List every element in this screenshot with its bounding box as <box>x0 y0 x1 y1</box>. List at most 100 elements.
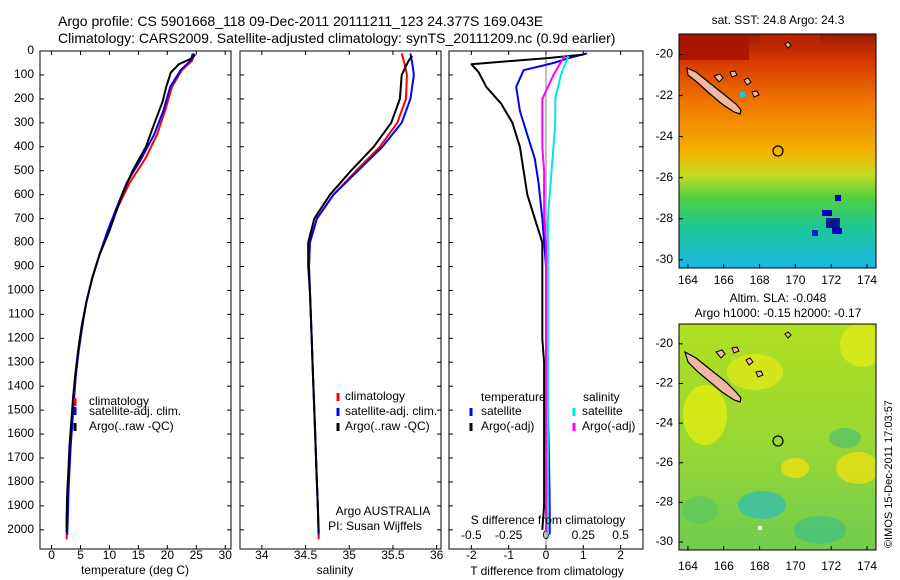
series-line-temperature-argo-adj- <box>470 53 584 530</box>
series-line-temperature-satellite <box>515 52 588 535</box>
sla-map-frame <box>678 323 877 551</box>
lon-tick-label: 174 <box>857 273 877 287</box>
lon-tick-label: 164 <box>678 273 698 287</box>
white-pixel <box>758 526 762 530</box>
temperature-x-axis-label: temperature (deg C) <box>81 563 189 577</box>
legend-label-sal-satellite: satellite <box>582 404 623 418</box>
sla-map: Altim. SLA: -0.048 Argo h1000: -0.15 h20… <box>656 291 878 573</box>
t-difference-x-axis-label: T difference from climatology <box>470 564 624 578</box>
y-tick-label: 200 <box>14 91 34 105</box>
warm-patch <box>760 34 820 50</box>
y-tick-label: 900 <box>14 259 34 273</box>
series-line-satellite-adj-clim- <box>66 53 194 535</box>
s-tick-label: -0.5 <box>461 528 482 542</box>
temperature-panel: 0 5 10 15 20 25 300100200300400500600700800900… <box>7 43 232 577</box>
figure-title-line1: Argo profile: CS 5901668_118 09-Dec-2011… <box>58 13 544 29</box>
s-difference-title: S difference from climatology <box>471 513 626 527</box>
legend-label-argo: Argo(..raw -QC) <box>345 419 430 433</box>
salinity-legend: climatology satellite-adj. clim. Argo(..… <box>336 389 437 433</box>
cold-pixel <box>822 210 832 216</box>
sla-map-subtitle: Argo h1000: -0.15 h2000: -0.17 <box>695 306 862 320</box>
y-tick-label: 1500 <box>7 402 34 416</box>
salinity-x-axis-label: salinity <box>317 563 354 577</box>
lat-tick-label: -24 <box>656 129 674 143</box>
sst-field <box>679 34 876 268</box>
lat-tick-label: -30 <box>656 534 674 548</box>
x-tick-label: 15 <box>132 548 146 562</box>
lat-tick-label: -20 <box>656 47 674 61</box>
x-tick-label: 30 <box>219 548 233 562</box>
x-tick-label: 25 <box>190 548 204 562</box>
lon-tick-label: 170 <box>785 273 805 287</box>
x-tick-label: 10 <box>103 548 117 562</box>
y-tick-label: 0 <box>27 43 34 57</box>
series-line-salinity-satellite <box>546 55 570 535</box>
x-tick-label: 34 <box>255 548 269 562</box>
sla-low-blob <box>794 516 846 544</box>
lon-tick-label: 172 <box>821 559 841 573</box>
lat-tick-label: -24 <box>656 415 674 429</box>
loyalty-islands <box>713 41 792 98</box>
y-tick-label: 100 <box>14 67 34 81</box>
cyan-pixel <box>740 92 745 97</box>
y-tick-label: 1100 <box>8 307 34 321</box>
argo-program-label: Argo AUSTRALIA <box>336 504 431 518</box>
series-line-argo-raw-qc- <box>65 53 196 533</box>
temperature-axes-frame <box>39 50 232 550</box>
argo-position-marker <box>772 435 784 447</box>
y-tick-label: 1700 <box>7 450 34 464</box>
cold-pixel <box>826 218 840 228</box>
x-tick-label: 20 <box>161 548 175 562</box>
lon-tick-label: 168 <box>750 559 770 573</box>
lon-tick-label: 172 <box>821 273 841 287</box>
x-tick-label: 1 <box>580 548 587 562</box>
lat-tick-label: -26 <box>656 170 674 184</box>
y-tick-label: 2000 <box>7 522 34 536</box>
pi-name-label: PI: Susan Wijffels <box>328 519 422 533</box>
lat-tick-label: -28 <box>656 211 674 225</box>
sla-high-blob <box>727 354 783 390</box>
lon-tick-label: 166 <box>714 559 734 573</box>
lon-tick-label: 166 <box>714 273 734 287</box>
y-tick-label: 800 <box>14 235 34 249</box>
sla-low-blob <box>829 428 861 448</box>
y-tick-label: 400 <box>14 139 34 153</box>
salinity-panel: 34 34.5 35 35.5 36 climatology satellite-adj… <box>239 50 444 577</box>
x-tick-label: -1 <box>503 548 514 562</box>
y-tick-label: 1200 <box>7 330 34 344</box>
legend-label-sal-argo: Argo(-adj) <box>582 419 635 433</box>
lat-tick-label: -22 <box>656 376 674 390</box>
sst-map-frame <box>678 33 877 269</box>
s-tick-label: -0.25 <box>495 528 523 542</box>
legend-label-temp-satellite: satellite <box>481 404 522 418</box>
sla-high-blob <box>683 385 727 445</box>
y-tick-label: 1800 <box>7 474 34 488</box>
lon-tick-label: 168 <box>750 273 770 287</box>
new-caledonia-island <box>684 350 742 403</box>
lat-tick-label: -26 <box>656 455 674 469</box>
series-line-argo-raw-qc- <box>307 55 414 533</box>
y-tick-label: 1000 <box>7 283 34 297</box>
y-tick-label: 300 <box>14 115 34 129</box>
loyalty-islands <box>715 331 792 378</box>
lon-tick-label: 164 <box>678 559 698 573</box>
y-tick-label: 500 <box>14 163 34 177</box>
legend-label-satellite: satellite-adj. clim. <box>89 404 181 418</box>
difference-panel: -2 -1 0 1 2-0.5 -0.25 0 0.25 0.5 temperature sat… <box>448 50 644 578</box>
y-tick-label: 1900 <box>7 498 34 512</box>
lat-tick-label: -22 <box>656 88 674 102</box>
lat-tick-label: -30 <box>656 252 674 266</box>
cold-pixel <box>835 195 841 201</box>
series-line-climatology <box>65 53 195 540</box>
sla-high-blob <box>781 458 809 478</box>
legend-title-temperature: temperature <box>481 390 546 404</box>
legend-label-climatology: climatology <box>345 389 405 403</box>
sla-high-blob <box>836 452 876 484</box>
s-tick-label: 0.25 <box>572 528 596 542</box>
lat-tick-label: -28 <box>656 495 674 509</box>
y-tick-label: 1400 <box>7 378 34 392</box>
sla-map-title: Altim. SLA: -0.048 <box>730 291 827 305</box>
warm-patch <box>679 34 749 60</box>
x-tick-label: 5 <box>77 548 84 562</box>
y-tick-label: 700 <box>14 211 34 225</box>
